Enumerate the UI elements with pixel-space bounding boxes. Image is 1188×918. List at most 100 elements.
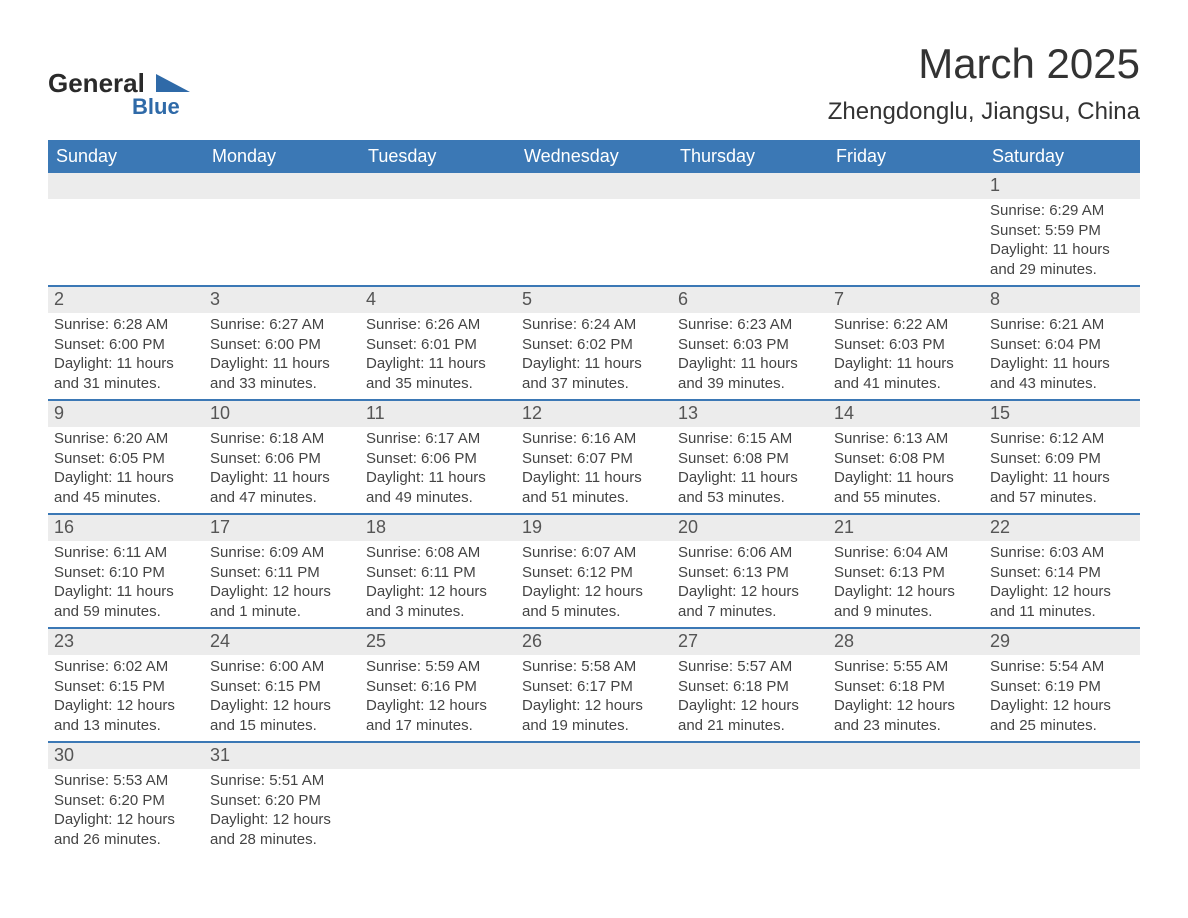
day-number: 10 — [204, 401, 360, 427]
day-body — [48, 199, 204, 207]
sunset-text: Sunset: 6:19 PM — [990, 677, 1134, 697]
weeks-container: 1Sunrise: 6:29 AMSunset: 5:59 PMDaylight… — [48, 173, 1140, 855]
day-cell: 10Sunrise: 6:18 AMSunset: 6:06 PMDayligh… — [204, 401, 360, 513]
day-cell: 30Sunrise: 5:53 AMSunset: 6:20 PMDayligh… — [48, 743, 204, 855]
daylight-text: Daylight: 12 hours — [366, 696, 510, 716]
week-row: 1Sunrise: 6:29 AMSunset: 5:59 PMDaylight… — [48, 173, 1140, 287]
day-body: Sunrise: 6:04 AMSunset: 6:13 PMDaylight:… — [828, 541, 984, 627]
day-number: 25 — [360, 629, 516, 655]
day-body: Sunrise: 6:27 AMSunset: 6:00 PMDaylight:… — [204, 313, 360, 399]
sunrise-text: Sunrise: 6:18 AM — [210, 429, 354, 449]
day-number: 3 — [204, 287, 360, 313]
day-body — [204, 199, 360, 207]
daylight-text: Daylight: 11 hours — [366, 468, 510, 488]
day-body: Sunrise: 6:29 AMSunset: 5:59 PMDaylight:… — [984, 199, 1140, 285]
sunset-text: Sunset: 6:15 PM — [210, 677, 354, 697]
week-row: 30Sunrise: 5:53 AMSunset: 6:20 PMDayligh… — [48, 743, 1140, 855]
week-row: 9Sunrise: 6:20 AMSunset: 6:05 PMDaylight… — [48, 401, 1140, 515]
sunrise-text: Sunrise: 5:53 AM — [54, 771, 198, 791]
week-row: 16Sunrise: 6:11 AMSunset: 6:10 PMDayligh… — [48, 515, 1140, 629]
day-number: 29 — [984, 629, 1140, 655]
sunset-text: Sunset: 6:00 PM — [54, 335, 198, 355]
day-body: Sunrise: 6:15 AMSunset: 6:08 PMDaylight:… — [672, 427, 828, 513]
daylight-text: Daylight: 12 hours — [678, 582, 822, 602]
daylight-text: Daylight: 11 hours — [210, 468, 354, 488]
day-number — [984, 743, 1140, 769]
daylight-text: Daylight: 12 hours — [210, 810, 354, 830]
day-cell: 13Sunrise: 6:15 AMSunset: 6:08 PMDayligh… — [672, 401, 828, 513]
day-cell: 14Sunrise: 6:13 AMSunset: 6:08 PMDayligh… — [828, 401, 984, 513]
day-number — [48, 173, 204, 199]
day-cell: 2Sunrise: 6:28 AMSunset: 6:00 PMDaylight… — [48, 287, 204, 399]
sunrise-text: Sunrise: 6:21 AM — [990, 315, 1134, 335]
day-cell: 24Sunrise: 6:00 AMSunset: 6:15 PMDayligh… — [204, 629, 360, 741]
empty-cell — [204, 173, 360, 285]
empty-cell — [828, 743, 984, 855]
day-body: Sunrise: 6:02 AMSunset: 6:15 PMDaylight:… — [48, 655, 204, 741]
daylight-text: Daylight: 12 hours — [522, 582, 666, 602]
logo-text-sub: Blue — [132, 94, 180, 119]
day-body — [984, 769, 1140, 777]
day-number: 26 — [516, 629, 672, 655]
sunset-text: Sunset: 6:13 PM — [678, 563, 822, 583]
daylight-text: Daylight: 12 hours — [54, 696, 198, 716]
day-number: 16 — [48, 515, 204, 541]
daylight-text: Daylight: 12 hours — [834, 582, 978, 602]
sunrise-text: Sunrise: 5:58 AM — [522, 657, 666, 677]
daylight-text: Daylight: 11 hours — [678, 468, 822, 488]
day-number — [828, 743, 984, 769]
day-number: 6 — [672, 287, 828, 313]
sunset-text: Sunset: 6:05 PM — [54, 449, 198, 469]
day-number: 22 — [984, 515, 1140, 541]
sunrise-text: Sunrise: 6:17 AM — [366, 429, 510, 449]
sunrise-text: Sunrise: 6:27 AM — [210, 315, 354, 335]
daylight-text-2: and 55 minutes. — [834, 488, 978, 508]
daylight-text-2: and 41 minutes. — [834, 374, 978, 394]
day-cell: 27Sunrise: 5:57 AMSunset: 6:18 PMDayligh… — [672, 629, 828, 741]
day-number: 24 — [204, 629, 360, 655]
week-row: 23Sunrise: 6:02 AMSunset: 6:15 PMDayligh… — [48, 629, 1140, 743]
day-number: 21 — [828, 515, 984, 541]
daylight-text: Daylight: 12 hours — [834, 696, 978, 716]
daylight-text-2: and 43 minutes. — [990, 374, 1134, 394]
sunrise-text: Sunrise: 6:03 AM — [990, 543, 1134, 563]
sunrise-text: Sunrise: 6:09 AM — [210, 543, 354, 563]
day-number — [672, 743, 828, 769]
sunrise-text: Sunrise: 6:26 AM — [366, 315, 510, 335]
day-cell: 12Sunrise: 6:16 AMSunset: 6:07 PMDayligh… — [516, 401, 672, 513]
sunset-text: Sunset: 6:20 PM — [54, 791, 198, 811]
day-body: Sunrise: 6:20 AMSunset: 6:05 PMDaylight:… — [48, 427, 204, 513]
daylight-text-2: and 5 minutes. — [522, 602, 666, 622]
day-body — [360, 769, 516, 777]
day-number — [360, 173, 516, 199]
day-number: 7 — [828, 287, 984, 313]
day-cell: 3Sunrise: 6:27 AMSunset: 6:00 PMDaylight… — [204, 287, 360, 399]
sunset-text: Sunset: 6:15 PM — [54, 677, 198, 697]
day-cell: 25Sunrise: 5:59 AMSunset: 6:16 PMDayligh… — [360, 629, 516, 741]
daylight-text: Daylight: 11 hours — [522, 468, 666, 488]
day-number: 23 — [48, 629, 204, 655]
day-body: Sunrise: 5:54 AMSunset: 6:19 PMDaylight:… — [984, 655, 1140, 741]
sunset-text: Sunset: 6:08 PM — [834, 449, 978, 469]
day-cell: 18Sunrise: 6:08 AMSunset: 6:11 PMDayligh… — [360, 515, 516, 627]
sunrise-text: Sunrise: 6:04 AM — [834, 543, 978, 563]
day-body: Sunrise: 5:58 AMSunset: 6:17 PMDaylight:… — [516, 655, 672, 741]
sunrise-text: Sunrise: 6:07 AM — [522, 543, 666, 563]
sunrise-text: Sunrise: 6:13 AM — [834, 429, 978, 449]
daylight-text-2: and 17 minutes. — [366, 716, 510, 736]
daylight-text-2: and 31 minutes. — [54, 374, 198, 394]
day-body — [672, 199, 828, 207]
weekday-monday: Monday — [204, 140, 360, 173]
day-cell: 29Sunrise: 5:54 AMSunset: 6:19 PMDayligh… — [984, 629, 1140, 741]
day-cell: 21Sunrise: 6:04 AMSunset: 6:13 PMDayligh… — [828, 515, 984, 627]
sunset-text: Sunset: 6:11 PM — [210, 563, 354, 583]
daylight-text: Daylight: 11 hours — [54, 354, 198, 374]
sunset-text: Sunset: 6:03 PM — [678, 335, 822, 355]
day-body — [516, 769, 672, 777]
day-number — [204, 173, 360, 199]
daylight-text-2: and 59 minutes. — [54, 602, 198, 622]
day-body: Sunrise: 6:06 AMSunset: 6:13 PMDaylight:… — [672, 541, 828, 627]
day-number: 13 — [672, 401, 828, 427]
day-number — [672, 173, 828, 199]
daylight-text-2: and 26 minutes. — [54, 830, 198, 850]
